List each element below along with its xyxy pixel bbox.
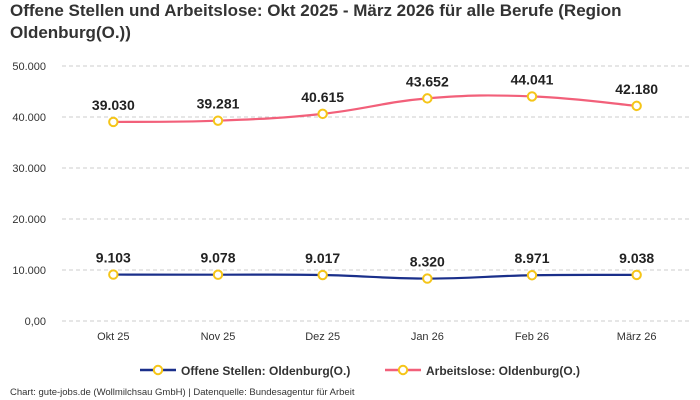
x-tick-label: Dez 25 [305, 331, 340, 343]
x-tick-label: Jan 26 [411, 331, 444, 343]
y-tick-label: 40.000 [12, 112, 46, 124]
data-point [212, 115, 224, 126]
y-tick-label: 30.000 [12, 163, 46, 175]
series-line [113, 94, 637, 124]
data-label: 39.030 [92, 97, 135, 113]
data-point [317, 269, 328, 281]
data-point [631, 100, 642, 112]
y-tick-label: 0,00 [25, 316, 46, 328]
data-label: 9.103 [96, 250, 131, 266]
data-label: 8.320 [410, 254, 445, 270]
data-label: 9.017 [305, 250, 340, 266]
data-label: 43.652 [406, 73, 449, 89]
y-tick-label: 20.000 [12, 214, 46, 226]
data-point [631, 269, 642, 281]
chart-title: Offene Stellen und Arbeitslose: Okt 2025… [10, 1, 622, 42]
data-point [317, 108, 328, 120]
x-tick-label: März 26 [617, 331, 657, 343]
y-tick-label: 50.000 [12, 61, 46, 73]
data-label: 8.971 [514, 250, 549, 266]
data-point [108, 269, 119, 280]
y-tick-label: 10.000 [12, 265, 46, 277]
data-label: 9.038 [619, 250, 654, 266]
legend-marker-icon [397, 364, 409, 376]
x-tick-label: Feb 26 [515, 331, 549, 343]
data-label: 40.615 [301, 89, 344, 105]
legend-entry: Offene Stellen: Oldenburg(O.) [181, 364, 350, 378]
data-point [422, 273, 433, 284]
data-point [526, 270, 538, 281]
data-point [526, 91, 538, 102]
x-tick-label: Okt 25 [97, 331, 129, 343]
data-label: 39.281 [197, 96, 240, 112]
x-tick-label: Nov 25 [201, 331, 236, 343]
data-label: 9.078 [200, 250, 235, 266]
data-point [422, 93, 433, 104]
chart-credit: Chart: gute-jobs.de (Wollmilchsau GmbH) … [10, 387, 355, 398]
data-point [212, 269, 224, 280]
data-label: 42.180 [615, 81, 658, 97]
data-point [108, 116, 119, 128]
legend-marker-icon [152, 364, 164, 376]
data-label: 44.041 [511, 71, 554, 87]
series-line [113, 273, 637, 280]
legend-entry: Arbeitslose: Oldenburg(O.) [426, 364, 580, 378]
